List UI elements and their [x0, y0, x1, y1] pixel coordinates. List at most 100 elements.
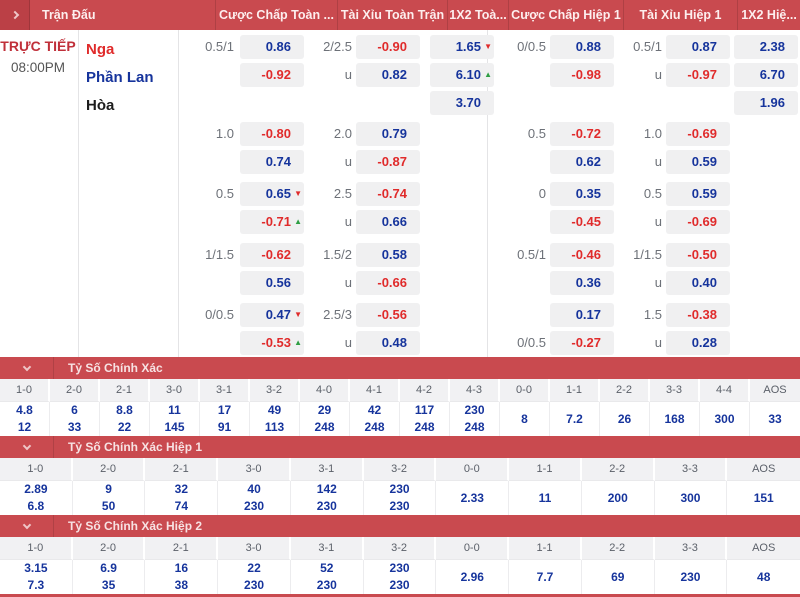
- score-odds-value-top[interactable]: 42: [367, 403, 382, 417]
- h1-over-under-odds-button[interactable]: -0.69: [666, 210, 730, 234]
- ft-over-under-odds-button[interactable]: 0.82: [356, 63, 420, 87]
- score-odds-value-top[interactable]: 230: [389, 561, 410, 575]
- score-odds-value-bottom[interactable]: 248: [314, 420, 335, 434]
- ft-over-under-odds-button[interactable]: -0.56: [356, 303, 420, 327]
- ft-handicap-odds-button[interactable]: 0.86: [240, 35, 304, 59]
- score-odds-value[interactable]: 200: [607, 490, 628, 505]
- h1-over-under-odds-button[interactable]: 0.28: [666, 331, 730, 355]
- score-odds-value-bottom[interactable]: 230: [244, 499, 265, 513]
- score-odds-value-top[interactable]: 49: [267, 403, 282, 417]
- h1-over-under-odds-button[interactable]: -0.97: [666, 63, 730, 87]
- expand-button[interactable]: [0, 0, 30, 30]
- h1-handicap-odds-button[interactable]: -0.72: [550, 122, 614, 146]
- ft-handicap-odds-button[interactable]: -0.53 ▲: [240, 331, 304, 355]
- score-odds-value-bottom[interactable]: 91: [217, 420, 232, 434]
- score-odds-value-top[interactable]: 16: [174, 561, 189, 575]
- score-odds-value[interactable]: 26: [617, 411, 632, 426]
- score-odds-value-top[interactable]: 17: [217, 403, 232, 417]
- score-odds-value-top[interactable]: 230: [389, 482, 410, 496]
- ft-over-under-odds-button[interactable]: 0.66: [356, 210, 420, 234]
- score-odds-value-top[interactable]: 117: [414, 403, 435, 417]
- score-odds-value-top[interactable]: 52: [320, 561, 334, 575]
- score-odds-value-bottom[interactable]: 230: [389, 578, 410, 592]
- h1-1x2-odds-button[interactable]: 2.38: [734, 35, 798, 59]
- h1-handicap-odds-button[interactable]: 0.88: [550, 35, 614, 59]
- h1-handicap-odds-button[interactable]: 0.17: [550, 303, 614, 327]
- collapse-section-button[interactable]: [0, 436, 54, 458]
- score-odds-value-bottom[interactable]: 33: [67, 420, 82, 434]
- score-odds-value-top[interactable]: 22: [247, 561, 261, 575]
- score-odds-value[interactable]: 11: [538, 490, 552, 505]
- score-odds-value-bottom[interactable]: 50: [101, 499, 116, 513]
- ft-over-under-odds-button[interactable]: -0.90: [356, 35, 420, 59]
- ft-handicap-odds-button[interactable]: 0.47 ▼: [240, 303, 304, 327]
- h1-over-under-odds-button[interactable]: -0.50: [666, 243, 730, 267]
- score-odds-value-bottom[interactable]: 35: [101, 578, 116, 592]
- h1-over-under-odds-button[interactable]: 0.59: [666, 150, 730, 174]
- ft-over-under-odds-button[interactable]: -0.66: [356, 271, 420, 295]
- ft-handicap-odds-button[interactable]: -0.71 ▲: [240, 210, 304, 234]
- score-odds-value[interactable]: 230: [680, 569, 701, 584]
- score-odds-value-top[interactable]: 40: [247, 482, 261, 496]
- h1-over-under-odds-button[interactable]: 0.59: [666, 182, 730, 206]
- ft-handicap-odds-button[interactable]: -0.80: [240, 122, 304, 146]
- score-odds-value-bottom[interactable]: 230: [244, 578, 265, 592]
- ft-1x2-odds-button[interactable]: 1.65 ▼: [430, 35, 494, 59]
- score-odds-value-bottom[interactable]: 74: [174, 499, 189, 513]
- h1-handicap-odds-button[interactable]: -0.45: [550, 210, 614, 234]
- score-odds-value[interactable]: 300: [680, 490, 701, 505]
- score-odds-value-top[interactable]: 2.89: [24, 482, 48, 496]
- score-odds-value-bottom[interactable]: 113: [264, 420, 285, 434]
- score-odds-value-top[interactable]: 6.9: [100, 561, 117, 575]
- collapse-section-button[interactable]: [0, 515, 54, 537]
- ft-over-under-odds-button[interactable]: -0.87: [356, 150, 420, 174]
- h1-over-under-odds-button[interactable]: -0.38: [666, 303, 730, 327]
- score-odds-value[interactable]: 48: [757, 569, 771, 584]
- ft-over-under-odds-button[interactable]: 0.48: [356, 331, 420, 355]
- score-odds-value[interactable]: 7.2: [566, 411, 583, 426]
- score-odds-value[interactable]: 2.33: [460, 490, 484, 505]
- score-odds-value-bottom[interactable]: 22: [117, 420, 132, 434]
- ft-handicap-odds-button[interactable]: 0.74: [240, 150, 304, 174]
- ft-1x2-odds-button[interactable]: 6.10 ▲: [430, 63, 494, 87]
- h1-over-under-odds-button[interactable]: -0.69: [666, 122, 730, 146]
- ft-1x2-odds-button[interactable]: 3.70: [430, 91, 494, 115]
- ft-over-under-odds-button[interactable]: 0.79: [356, 122, 420, 146]
- ft-over-under-odds-button[interactable]: -0.74: [356, 182, 420, 206]
- score-odds-value-top[interactable]: 9: [105, 482, 112, 496]
- score-odds-value-top[interactable]: 11: [168, 403, 181, 417]
- ft-handicap-odds-button[interactable]: 0.65 ▼: [240, 182, 304, 206]
- score-odds-value-bottom[interactable]: 248: [414, 420, 435, 434]
- h1-handicap-odds-button[interactable]: 0.36: [550, 271, 614, 295]
- collapse-section-button[interactable]: [0, 357, 54, 379]
- h1-1x2-odds-button[interactable]: 1.96: [734, 91, 798, 115]
- score-odds-value-top[interactable]: 6: [71, 403, 78, 417]
- score-odds-value-bottom[interactable]: 7.3: [27, 578, 45, 592]
- h1-1x2-odds-button[interactable]: 6.70: [734, 63, 798, 87]
- score-odds-value[interactable]: 300: [714, 411, 735, 426]
- score-odds-value[interactable]: 151: [753, 490, 774, 505]
- score-odds-value-bottom[interactable]: 230: [316, 578, 337, 592]
- score-odds-value-top[interactable]: 4.8: [16, 403, 33, 417]
- score-odds-value-bottom[interactable]: 230: [389, 499, 410, 513]
- score-odds-value-bottom[interactable]: 38: [174, 578, 189, 592]
- h1-handicap-odds-button[interactable]: 0.62: [550, 150, 614, 174]
- h1-over-under-odds-button[interactable]: 0.40: [666, 271, 730, 295]
- score-odds-value-bottom[interactable]: 248: [364, 420, 385, 434]
- h1-handicap-odds-button[interactable]: -0.27: [550, 331, 614, 355]
- score-odds-value-top[interactable]: 8.8: [116, 403, 133, 417]
- score-odds-value-top[interactable]: 142: [316, 482, 337, 496]
- ft-handicap-odds-button[interactable]: 0.56: [240, 271, 304, 295]
- ft-over-under-odds-button[interactable]: 0.58: [356, 243, 420, 267]
- score-odds-value-bottom[interactable]: 230: [316, 499, 337, 513]
- score-odds-value[interactable]: 33: [768, 411, 782, 426]
- score-odds-value-top[interactable]: 3.15: [24, 561, 48, 575]
- h1-handicap-odds-button[interactable]: -0.98: [550, 63, 614, 87]
- score-odds-value[interactable]: 69: [611, 569, 625, 584]
- score-odds-value-top[interactable]: 230: [464, 403, 485, 417]
- h1-over-under-odds-button[interactable]: 0.87: [666, 35, 730, 59]
- score-odds-value[interactable]: 7.7: [536, 569, 554, 584]
- ft-handicap-odds-button[interactable]: -0.62: [240, 243, 304, 267]
- score-odds-value[interactable]: 168: [664, 411, 685, 426]
- score-odds-value[interactable]: 2.96: [460, 569, 484, 584]
